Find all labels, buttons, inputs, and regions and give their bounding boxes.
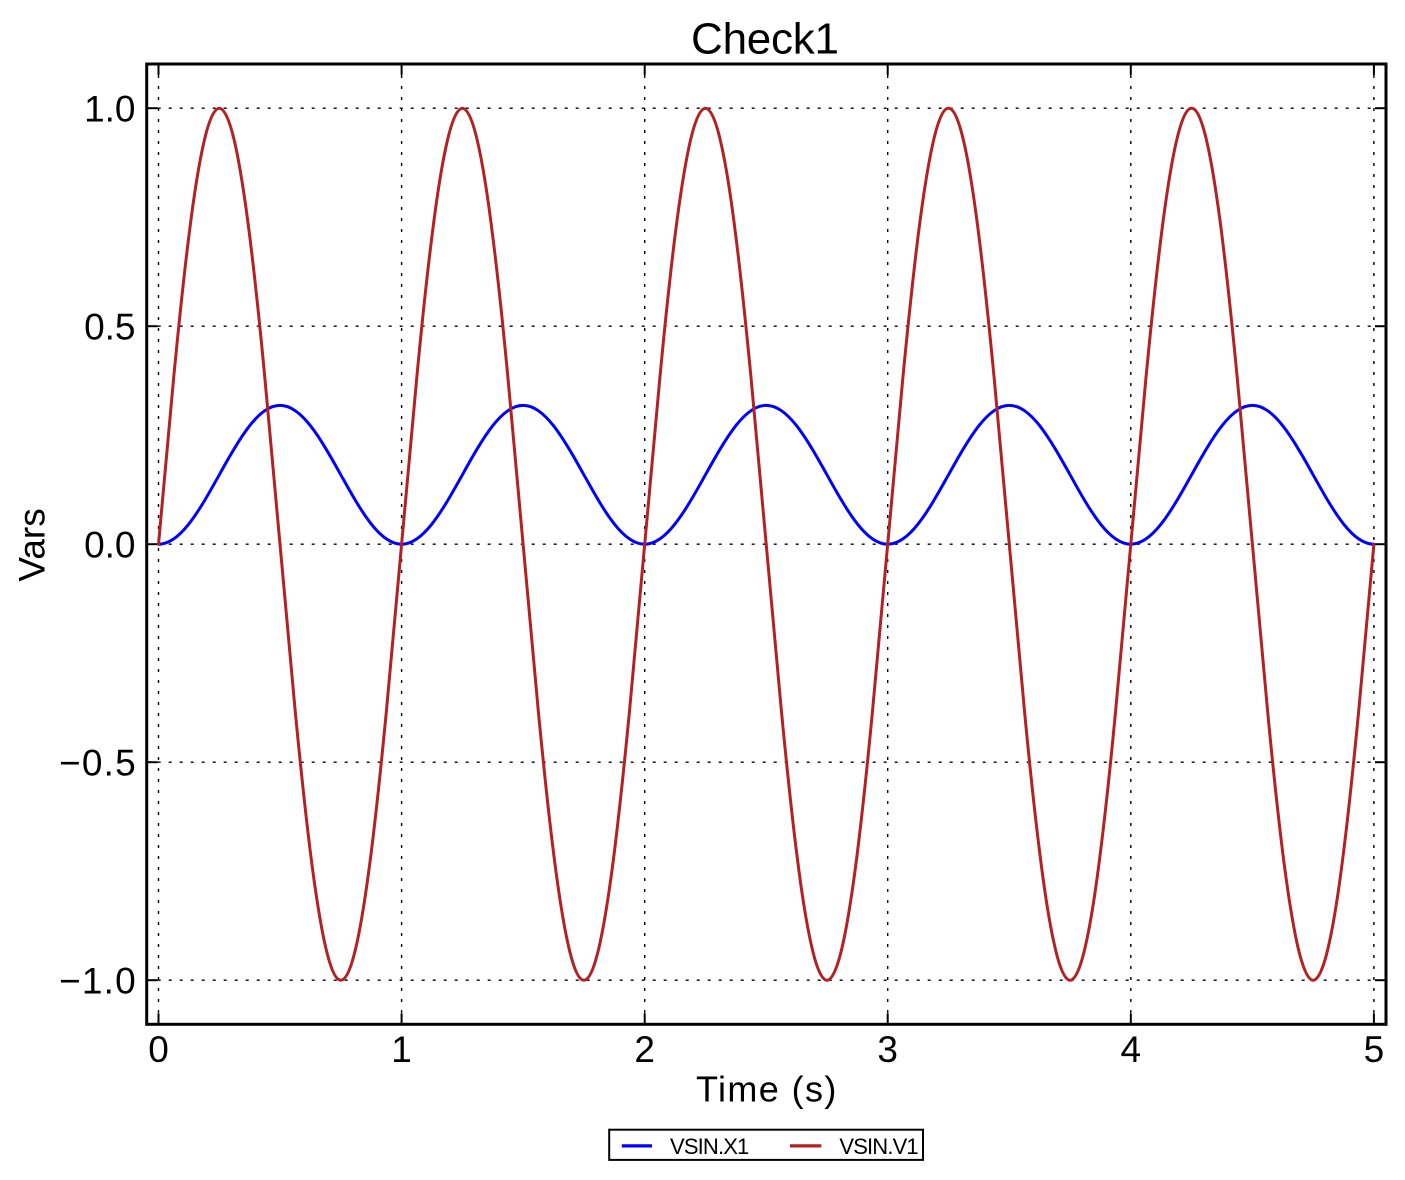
svg-text:2: 2 [634, 1029, 655, 1070]
svg-text:Vars: Vars [11, 508, 52, 581]
svg-text:1: 1 [391, 1029, 412, 1070]
svg-text:0.5: 0.5 [84, 307, 135, 348]
svg-text:1.0: 1.0 [84, 89, 135, 130]
svg-text:4: 4 [1121, 1029, 1142, 1070]
svg-text:0.0: 0.0 [84, 525, 135, 566]
svg-text:VSIN.V1: VSIN.V1 [839, 1134, 918, 1159]
svg-text:−0.5: −0.5 [59, 743, 137, 784]
svg-text:−1.0: −1.0 [59, 961, 137, 1002]
svg-text:Check1: Check1 [691, 14, 839, 63]
svg-text:0: 0 [148, 1029, 169, 1070]
svg-text:3: 3 [877, 1029, 898, 1070]
svg-text:5: 5 [1364, 1029, 1385, 1070]
svg-text:VSIN.X1: VSIN.X1 [670, 1134, 749, 1159]
svg-text:Time (s): Time (s) [696, 1069, 838, 1110]
